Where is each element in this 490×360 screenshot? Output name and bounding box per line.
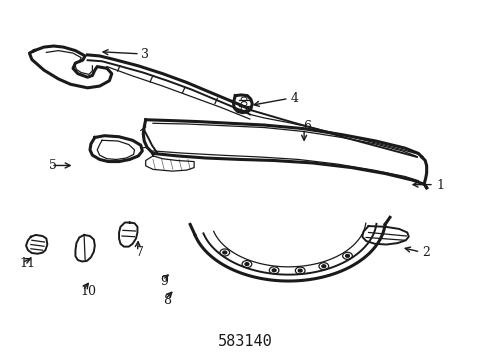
Circle shape <box>345 255 349 257</box>
Text: 2: 2 <box>422 246 430 259</box>
Text: 7: 7 <box>136 246 144 259</box>
Circle shape <box>272 269 276 272</box>
Circle shape <box>245 263 249 266</box>
Text: 3: 3 <box>141 48 149 61</box>
Text: 4: 4 <box>291 92 299 105</box>
Text: 10: 10 <box>80 285 97 298</box>
Text: 6: 6 <box>303 120 311 133</box>
Text: 583140: 583140 <box>218 334 272 349</box>
Text: 5: 5 <box>49 159 57 172</box>
Text: 8: 8 <box>163 294 171 307</box>
Text: 9: 9 <box>160 275 168 288</box>
Circle shape <box>223 251 227 254</box>
Text: 11: 11 <box>20 257 36 270</box>
Circle shape <box>298 269 302 272</box>
Text: 1: 1 <box>437 179 444 192</box>
Circle shape <box>322 265 326 267</box>
